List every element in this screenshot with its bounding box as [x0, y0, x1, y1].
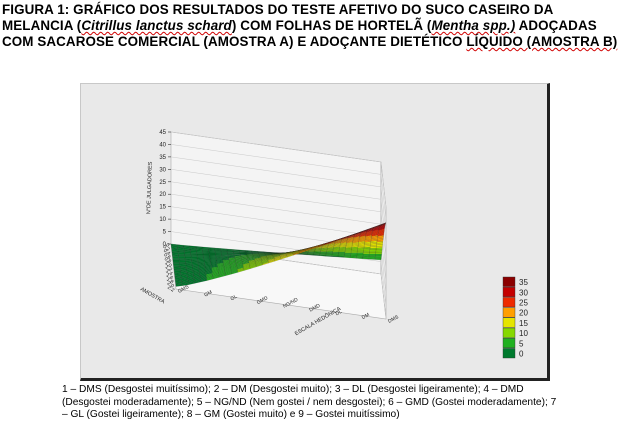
gridline-z: [170, 181, 387, 257]
heading-part-1: FIGURA 1: GRÁFICO DOS RESULTADOS DO TEST…: [2, 2, 553, 33]
surface-cell: [172, 256, 179, 259]
x-tick-label: 1.8: [165, 277, 174, 286]
y-tick-label: DMD: [308, 303, 321, 314]
z-tick-label: 25: [159, 180, 166, 186]
figure-heading: FIGURA 1: GRÁFICO DOS RESULTADOS DO TEST…: [2, 2, 627, 50]
surface-cell: [375, 253, 382, 256]
legend-label: 15: [519, 319, 528, 328]
surface-cell: [338, 253, 345, 255]
x-tick-label: 0.2: [162, 244, 171, 253]
surface-cell: [208, 252, 216, 254]
heading-part-6: LÍQUIDO (AMOSTRA B): [466, 34, 618, 49]
legend-swatch: [502, 276, 516, 287]
z-tick-label: 10: [159, 217, 166, 223]
surface-cell: [196, 253, 204, 255]
x-tick-label: 1.6: [165, 272, 174, 281]
z-tick-label: 30: [159, 167, 166, 173]
legend-label: 10: [519, 329, 528, 338]
z-tick-label: 0: [163, 242, 167, 248]
z-tick-label: 5: [163, 230, 167, 236]
legend-swatch: [502, 317, 516, 328]
surface-cell: [369, 252, 376, 255]
heading-species-watermelon: Citrillus lanctus schard: [81, 18, 232, 33]
surface-cell: [196, 254, 204, 256]
y-tick-label: DMS: [387, 314, 400, 325]
surface-cell: [368, 255, 376, 257]
surface-cell: [172, 258, 180, 260]
gridline-z: [170, 231, 387, 307]
surface-cell: [356, 254, 364, 257]
z-tick-label: 20: [159, 192, 166, 198]
z-tick-label: 35: [159, 155, 166, 161]
y-tick-label: GL: [230, 294, 239, 303]
y-tick-label: DL: [335, 309, 344, 317]
x-tick-label: 1.2: [164, 264, 173, 273]
gridline-z: [170, 144, 387, 220]
surface-cell: [332, 252, 339, 254]
surface-cell: [173, 262, 180, 264]
chart-frame: 0 5 10 15 20 25 30 35 40 45 N°DE JULGADORES 0 0.2 0.4…: [80, 83, 550, 381]
gridline-z: [170, 193, 387, 270]
surface-cell: [178, 259, 186, 262]
surface-cell: [175, 284, 183, 287]
y-tick-label: GMS: [177, 284, 190, 295]
surface-cell: [178, 258, 186, 260]
x-axis-label: AMOSTRA: [139, 286, 166, 305]
heading-part-3: ) COM FOLHAS DE HORTELÃ (: [231, 18, 432, 33]
legend-label: 30: [519, 288, 528, 297]
x-tick-label: 0.4: [162, 248, 171, 257]
surface-cell: [178, 256, 186, 259]
legend-label: 5: [519, 339, 524, 348]
legend-swatch: [502, 297, 516, 308]
surface-cell: [184, 255, 192, 258]
surface-cell: [344, 253, 351, 256]
surface-cell: [172, 260, 180, 263]
surface-cell: [178, 255, 186, 258]
figure-caption: 1 – DMS (Desgostei muitíssimo); 2 – DM (…: [62, 384, 557, 420]
gridline-z: [170, 156, 387, 232]
legend-swatch: [502, 286, 516, 297]
surface-cell: [208, 253, 216, 255]
gridline-z: [170, 131, 387, 208]
legend-label: 20: [519, 309, 528, 318]
z-tick-label: 15: [159, 205, 166, 211]
surface-cell: [178, 252, 185, 255]
legend-label: 35: [519, 278, 528, 287]
y-tick-label: GMD: [256, 295, 269, 306]
legend-label: 0: [519, 350, 524, 359]
x-tick-label: 2.2: [166, 285, 175, 294]
legend-swatch: [502, 337, 516, 348]
x-tick-label: 0.6: [163, 252, 172, 261]
legend-swatch: [502, 348, 516, 359]
surface-cell: [368, 253, 376, 256]
legend-label: 25: [519, 299, 528, 308]
heading-species-mint: Mentha spp.): [431, 18, 516, 33]
x-tick-label: 0: [165, 242, 171, 249]
y-tick-label: GM: [203, 289, 213, 298]
legend-swatch: [502, 307, 516, 318]
z-axis-label: N°DE JULGADORES: [146, 161, 154, 214]
surface-cell: [375, 252, 382, 255]
surface-cell: [178, 254, 185, 256]
surface-cell: [344, 252, 352, 254]
z-tick-label: 45: [159, 130, 166, 136]
x-tick-label: 1.0: [163, 260, 172, 269]
surface-cell: [362, 253, 370, 256]
surface-cell: [375, 255, 382, 258]
surface-cell: [356, 253, 364, 256]
heading-part-5: ADOÇADAS COM SACAROSE COMERCIAL (AMOSTRA…: [2, 18, 597, 49]
z-tick-label: 40: [159, 142, 166, 148]
surface-cell: [202, 253, 210, 255]
x-tick-label: 2.0: [166, 281, 175, 290]
x-tick-label: 1.4: [164, 268, 173, 277]
surface-cell: [172, 259, 180, 262]
legend-swatch: [502, 327, 516, 338]
y-tick-label: DM: [361, 312, 371, 321]
surface-cell: [172, 255, 179, 258]
x-tick-label: 0.8: [163, 256, 172, 265]
surface-cell: [221, 252, 228, 254]
